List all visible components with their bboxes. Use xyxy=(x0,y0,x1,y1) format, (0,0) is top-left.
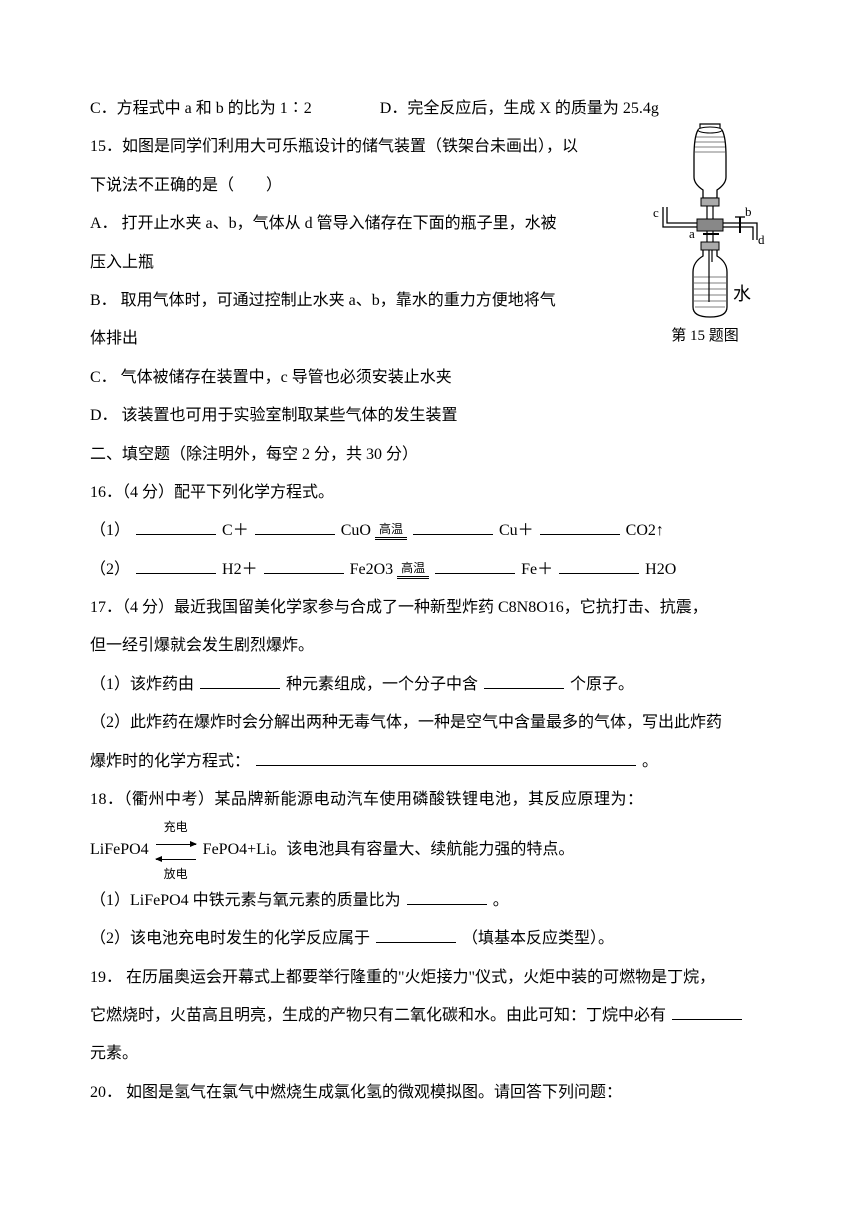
blank[interactable] xyxy=(540,519,620,535)
blank[interactable] xyxy=(672,1004,742,1020)
q18-p2-b: （填基本反应类型）。 xyxy=(462,930,614,947)
blank[interactable] xyxy=(413,519,493,535)
svg-text:b: b xyxy=(745,204,752,219)
q17-p2-a: （2）此炸药在爆炸时会分解出两种无毒气体，一种是空气中含量最多的气体，写出此炸药 xyxy=(90,704,770,742)
q15-opt-b-2: 体排出 xyxy=(90,320,610,358)
blank[interactable] xyxy=(264,558,344,574)
svg-text:水: 水 xyxy=(733,284,751,304)
q15-stem-1: 15．如图是同学们利用大可乐瓶设计的储气装置（铁架台未画出），以 xyxy=(90,128,610,166)
q18-stem-a: 18．（衢州中考）某品牌新能源电动汽车使用磷酸铁锂电池，其反应原理为： xyxy=(90,781,770,819)
q17-p2-b-line: 爆炸时的化学方程式： 。 xyxy=(90,743,770,781)
q15-opt-b-1: B． 取用气体时，可通过控制止水夹 a、b，靠水的重力方便地将气 xyxy=(90,282,610,320)
q15-apparatus-svg: c b d a 水 xyxy=(645,122,765,322)
eq-condition: 高温 xyxy=(397,562,429,577)
q17-p1-b: 种元素组成，一个分子中含 xyxy=(286,676,478,693)
q17-stem-a: 17．（4 分）最近我国留美化学家参与合成了一种新型炸药 C8N8O16，它抗打… xyxy=(90,589,770,627)
q17-p2-c: 。 xyxy=(642,753,658,770)
q16-eq1-p2: CO2↑ xyxy=(626,522,664,539)
q16-eq1: （1） C＋ CuO 高温 Cu＋ CO2↑ xyxy=(90,512,770,550)
svg-text:c: c xyxy=(653,205,659,220)
svg-text:d: d xyxy=(758,232,765,247)
q16-eq2-r1: H2＋ xyxy=(222,561,258,578)
q15-block: 15．如图是同学们利用大可乐瓶设计的储气装置（铁架台未画出），以 下说法不正确的… xyxy=(90,128,610,435)
blank[interactable] xyxy=(376,927,456,943)
q16-stem: 16．（4 分）配平下列化学方程式。 xyxy=(90,474,770,512)
blank[interactable] xyxy=(200,673,280,689)
q16-eq2-p2: H2O xyxy=(645,561,676,578)
q19-line1: 19． 在历届奥运会开幕式上都要举行隆重的"火炬接力"仪式，火炬中装的可燃物是丁… xyxy=(90,959,770,997)
q17-p2-b: 爆炸时的化学方程式： xyxy=(90,753,250,770)
blank[interactable] xyxy=(136,519,216,535)
blank[interactable] xyxy=(255,519,335,535)
rv-bottom-label: 放电 xyxy=(164,867,188,881)
q19-line2: 它燃烧时，火苗高且明亮，生成的产物只有二氧化碳和水。由此可知：丁烷中必有 xyxy=(90,997,770,1035)
blank[interactable] xyxy=(559,558,639,574)
blank[interactable] xyxy=(256,750,636,766)
q16-eq1-prefix: （1） xyxy=(90,522,130,539)
blank[interactable] xyxy=(484,673,564,689)
blank[interactable] xyxy=(435,558,515,574)
section-2-heading: 二、填空题（除注明外，每空 2 分，共 30 分） xyxy=(90,436,770,474)
q14-opt-d: D．完全反应后，生成 X 的质量为 25.4g xyxy=(380,100,659,117)
q17-p1-a: （1）该炸药由 xyxy=(90,676,194,693)
blank[interactable] xyxy=(136,558,216,574)
q15-opt-d: D． 该装置也可用于实验室制取某些气体的发生装置 xyxy=(90,397,610,435)
q15-opt-c: C． 气体被储存在装置中，c 导管也必须安装止水夹 xyxy=(90,359,610,397)
q17-p1-c: 个原子。 xyxy=(570,676,634,693)
blank[interactable] xyxy=(407,889,487,905)
svg-text:a: a xyxy=(689,226,695,241)
q18-p1: （1）LiFePO4 中铁元素与氧元素的质量比为 。 xyxy=(90,882,770,920)
q19-line2a: 它燃烧时，火苗高且明亮，生成的产物只有二氧化碳和水。由此可知：丁烷中必有 xyxy=(90,1007,666,1024)
q16-eq2: （2） H2＋ Fe2O3 高温 Fe＋ H2O xyxy=(90,551,770,589)
q14-opt-c: C．方程式中 a 和 b 的比为 1∶2 xyxy=(90,100,312,117)
q18-p2: （2）该电池充电时发生的化学反应属于 （填基本反应类型）。 xyxy=(90,920,770,958)
rv-top-label: 充电 xyxy=(164,820,188,834)
q18-p1-b: 。 xyxy=(493,892,509,909)
q18-p2-a: （2）该电池充电时发生的化学反应属于 xyxy=(90,930,370,947)
q18-eq-right: FePO4+Li。该电池具有容量大、续航能力强的特点。 xyxy=(203,841,575,858)
q16-eq2-prefix: （2） xyxy=(90,561,130,578)
q15-figure: c b d a 水 第 15 题图 xyxy=(640,122,770,347)
eq-condition: 高温 xyxy=(375,523,407,538)
q16-eq1-r1: C＋ xyxy=(222,522,249,539)
q15-stem-2: 下说法不正确的是（ ） xyxy=(90,167,610,205)
q16-eq2-r2: Fe2O3 xyxy=(350,561,394,578)
q18-eq: LiFePO4 充电 放电 FePO4+Li。该电池具有容量大、续航能力强的特点… xyxy=(90,819,770,881)
q18-eq-left: LiFePO4 xyxy=(90,841,149,858)
q19-line3: 元素。 xyxy=(90,1035,770,1073)
reversible-arrow: 充电 放电 xyxy=(156,819,196,881)
q17-stem-b: 但一经引爆就会发生剧烈爆炸。 xyxy=(90,627,770,665)
q15-opt-a-1: A． 打开止水夹 a、b，气体从 d 管导入储存在下面的瓶子里，水被 xyxy=(90,205,610,243)
q16-eq2-p1: Fe＋ xyxy=(521,561,553,578)
q15-opt-a-2: 压入上瓶 xyxy=(90,244,610,282)
q20-stem: 20． 如图是氢气在氯气中燃烧生成氯化氢的微观模拟图。请回答下列问题： xyxy=(90,1074,770,1112)
q15-figure-caption: 第 15 题图 xyxy=(640,326,770,347)
q16-eq1-p1: Cu＋ xyxy=(499,522,534,539)
q16-eq1-r2: CuO xyxy=(341,522,371,539)
q17-p1: （1）该炸药由 种元素组成，一个分子中含 个原子。 xyxy=(90,666,770,704)
q18-p1-a: （1）LiFePO4 中铁元素与氧元素的质量比为 xyxy=(90,892,401,909)
